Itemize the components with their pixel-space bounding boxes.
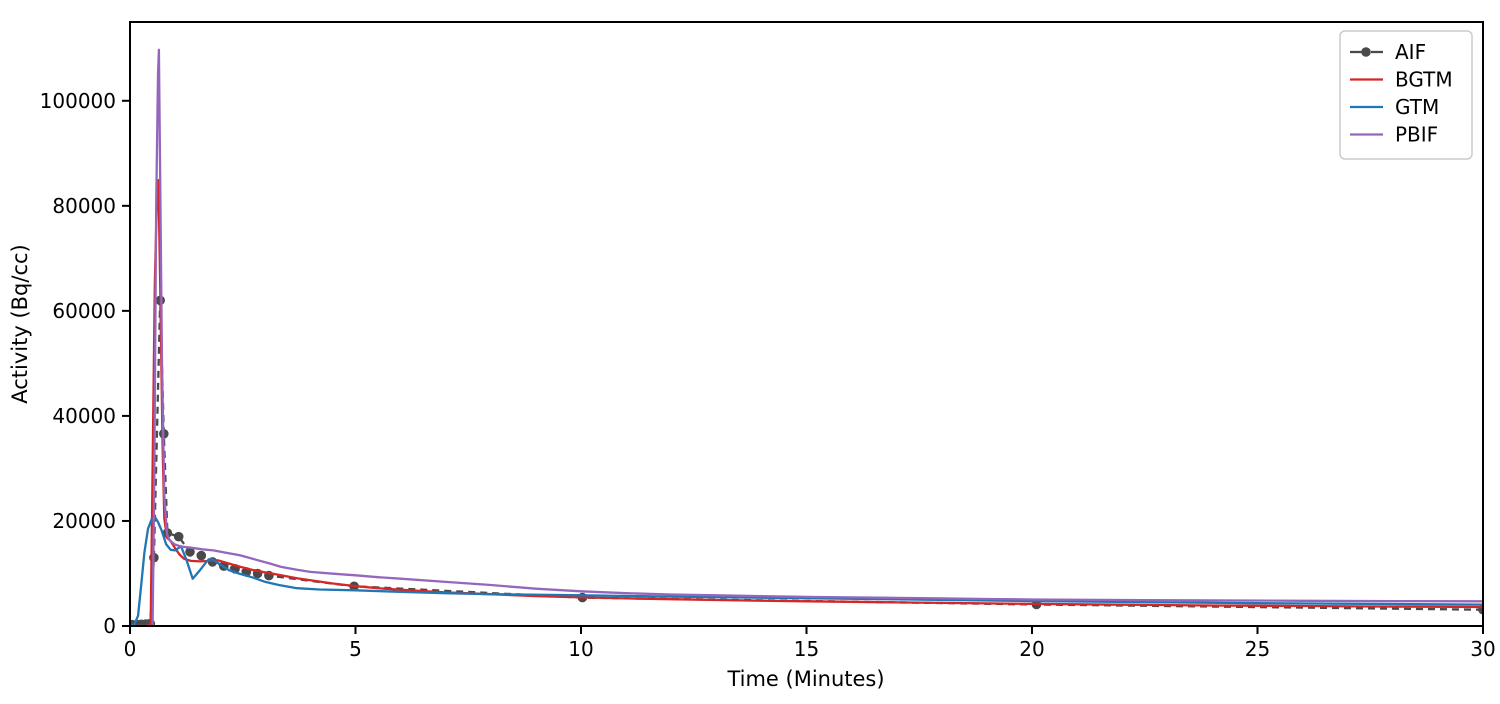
legend-item-AIF: AIF [1350,40,1426,64]
plot-area [130,22,1483,626]
series-line-PBIF [130,48,1483,626]
x-tick-label: 0 [124,637,137,661]
y-tick-label: 20000 [52,509,116,533]
legend-label-AIF: AIF [1395,40,1426,64]
legend: AIF BGTM GTM PBIF [1339,30,1473,160]
legend-item-PBIF: PBIF [1350,123,1438,147]
x-axis-label: Time (Minutes) [726,667,884,691]
x-tick-label: 30 [1470,637,1495,661]
y-tick-label: 80000 [52,194,116,218]
data-point-marker [196,550,207,561]
x-tick-label: 5 [349,637,362,661]
data-point-marker [185,547,195,557]
y-tick-label: 40000 [52,404,116,428]
x-tick-label: 15 [794,637,819,661]
y-tick-label: 100000 [40,89,116,113]
legend-marker-sample [1361,47,1371,57]
data-point-marker [173,531,184,542]
series-line-GTM [130,515,1483,626]
x-tick-label: 25 [1245,637,1270,661]
legend-label-PBIF: PBIF [1395,123,1438,147]
legend-label-GTM: GTM [1395,95,1439,119]
legend-box [1339,30,1473,160]
y-tick-label: 60000 [52,299,116,323]
x-tick-label: 10 [568,637,593,661]
x-tick-label: 20 [1019,637,1044,661]
y-axis-label: Activity (Bq/cc) [8,244,32,404]
legend-item-GTM: GTM [1350,95,1439,119]
y-tick-label: 0 [103,614,116,638]
x-axis-ticks: 0 5 10 15 20 25 30 [124,626,1496,661]
series-layer [130,48,1483,626]
legend-item-BGTM: BGTM [1350,68,1453,92]
legend-label-BGTM: BGTM [1395,68,1453,92]
y-axis-ticks: 0 20000 40000 60000 80000 100000 [40,89,130,638]
